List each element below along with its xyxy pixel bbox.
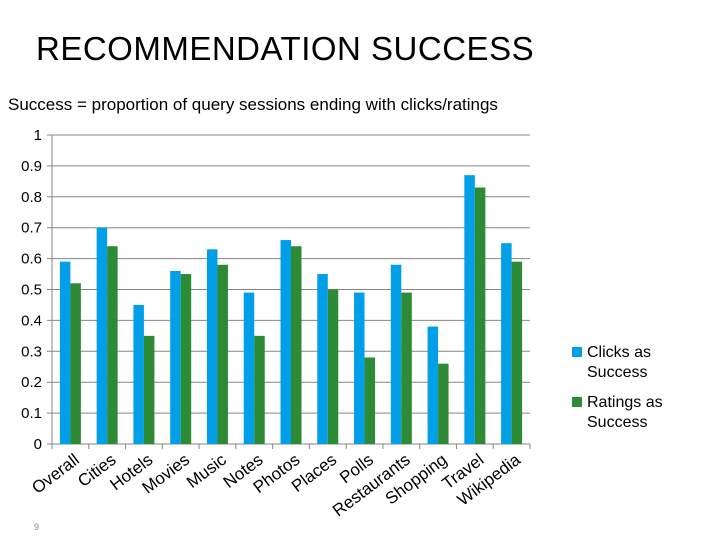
legend-label-line: Success — [587, 364, 647, 381]
y-tick-label: 0.4 — [21, 312, 42, 329]
slide-title: RECOMMENDATION SUCCESS — [36, 30, 535, 67]
legend: Clicks as Success Ratings as Success — [572, 344, 663, 431]
legend-label-line: Success — [587, 414, 647, 431]
legend-swatch — [572, 397, 582, 407]
bars — [59, 175, 523, 445]
legend-label-line: Ratings as — [587, 394, 663, 411]
category-label: Overall — [28, 450, 82, 498]
bar-ratings-hotels — [143, 335, 155, 444]
bar-ratings-restaurants — [401, 292, 412, 444]
category-label: Music — [183, 450, 230, 492]
y-tick-label: 0.8 — [21, 189, 42, 206]
bar-ratings-polls — [364, 357, 376, 444]
bar-clicks-music — [206, 249, 218, 444]
bar-clicks-polls — [354, 292, 365, 444]
y-tick-label: 1 — [34, 127, 42, 144]
bar-clicks-shopping — [427, 326, 439, 444]
y-tick-label: 0.2 — [21, 374, 42, 391]
bar-clicks-places — [317, 274, 328, 444]
legend-label: Ratings as Success — [587, 394, 663, 431]
bar-ratings-travel — [474, 187, 486, 444]
bar-ratings-photos — [291, 246, 302, 444]
bar-clicks-cities — [96, 227, 108, 444]
bar-clicks-notes — [243, 292, 255, 444]
bar-ratings-shopping — [438, 363, 449, 444]
bar-clicks-travel — [464, 175, 475, 445]
y-tick-label: 0.5 — [21, 282, 42, 299]
y-tick-label: 0.9 — [21, 158, 42, 175]
bar-ratings-wikipedia — [511, 261, 523, 444]
bar-clicks-movies — [170, 270, 181, 444]
bar-clicks-restaurants — [390, 264, 402, 444]
page-number: 9 — [34, 522, 40, 532]
slide-subtitle: Success = proportion of query sessions e… — [8, 95, 498, 114]
y-tick-labels: 0 0.1 0.2 0.3 0.4 0.5 0.6 0.7 0.8 0.9 1 — [21, 127, 42, 453]
bar-ratings-notes — [254, 335, 265, 444]
y-tick-label: 0.1 — [21, 405, 42, 422]
bar-clicks-overall — [59, 261, 71, 444]
bar-clicks-photos — [280, 240, 291, 444]
bar-ratings-movies — [180, 274, 192, 444]
y-tick-label: 0 — [34, 436, 42, 453]
bar-clicks-hotels — [133, 304, 144, 444]
bar-ratings-places — [327, 289, 339, 444]
legend-swatch — [572, 347, 582, 357]
category-labels: OverallCitiesHotelsMoviesMusicNotesPhoto… — [28, 450, 524, 521]
bar-ratings-cities — [107, 246, 118, 444]
y-tick-label: 0.3 — [21, 343, 42, 360]
legend-label-line: Clicks as — [587, 344, 651, 361]
y-tick-label: 0.6 — [21, 251, 42, 268]
bar-ratings-overall — [70, 283, 81, 444]
legend-label: Clicks as Success — [587, 344, 651, 381]
bar-ratings-music — [217, 264, 228, 444]
y-tick-label: 0.7 — [21, 220, 42, 237]
bar-clicks-wikipedia — [501, 243, 512, 444]
